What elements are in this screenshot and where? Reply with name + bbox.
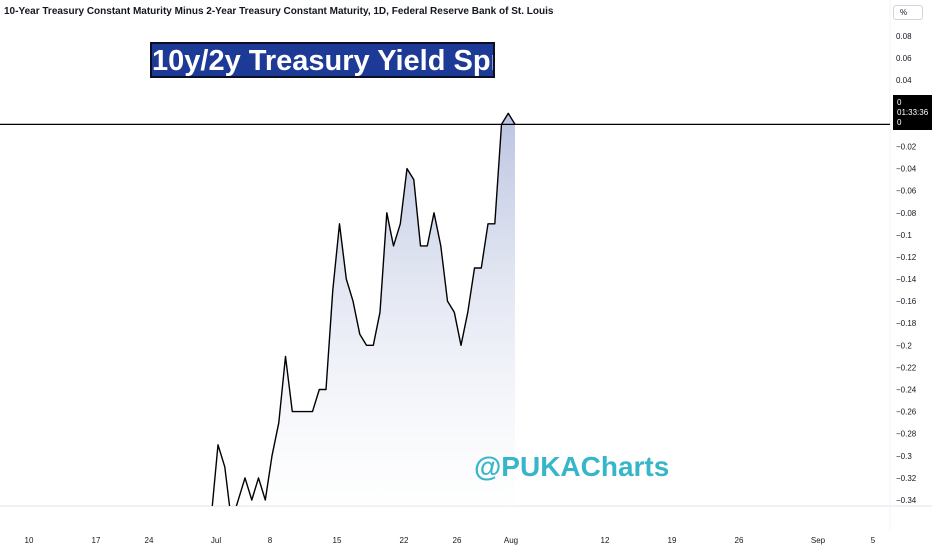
x-tick-label: 17 (92, 536, 101, 545)
data-point (243, 476, 247, 480)
data-point (439, 244, 443, 248)
data-point (317, 388, 321, 392)
watermark-text: @PUKACharts (474, 451, 670, 482)
x-tick-label: Sep (811, 536, 826, 545)
overlay-title-box: 10y/2y Treasury Yield Spread (147, 39, 498, 81)
data-point (398, 222, 402, 226)
current-value-label: 0 01:33:36 0 (893, 95, 932, 130)
current-value-repeat: 0 (897, 118, 902, 127)
data-point (344, 277, 348, 281)
y-tick-label: −0.12 (896, 253, 917, 262)
data-point (459, 343, 463, 347)
data-point (257, 476, 261, 480)
data-point (385, 211, 389, 215)
chart-header-title: 10-Year Treasury Constant Maturity Minus… (4, 6, 554, 17)
data-point (493, 222, 497, 226)
data-point (378, 310, 382, 314)
data-point (432, 211, 436, 215)
data-point (216, 443, 220, 447)
data-point (425, 244, 429, 248)
data-point (297, 410, 301, 414)
x-tick-label: 24 (145, 536, 154, 545)
x-tick-label: Jul (211, 536, 221, 545)
y-tick-label: −0.18 (896, 319, 917, 328)
x-tick-label: 5 (871, 536, 876, 545)
data-point (405, 167, 409, 171)
data-point (284, 354, 288, 358)
data-point (392, 244, 396, 248)
current-value: 0 (897, 98, 902, 107)
data-point (277, 421, 281, 425)
data-point (466, 310, 470, 314)
data-point (371, 343, 375, 347)
y-tick-label: −0.28 (896, 430, 917, 439)
y-axis-ticks: 0.08 0.06 0.04 −0.02 −0.04 −0.06 −0.08 −0.1 −0.1… (896, 32, 917, 505)
data-point (446, 299, 450, 303)
data-point (419, 244, 423, 248)
data-point (351, 299, 355, 303)
data-point (358, 332, 362, 336)
y-tick-label: −0.04 (896, 165, 917, 174)
x-tick-label: 8 (268, 536, 273, 545)
data-point (473, 266, 477, 270)
data-point (250, 498, 254, 502)
data-point (209, 515, 213, 519)
x-tick-label: 22 (400, 536, 409, 545)
y-tick-label: −0.34 (896, 496, 917, 505)
overlay-title: 10y/2y Treasury Yield Spread (150, 42, 495, 78)
y-tick-label: −0.22 (896, 363, 917, 372)
data-point (223, 465, 227, 469)
data-point (331, 288, 335, 292)
y-tick-label: −0.08 (896, 209, 917, 218)
x-tick-label: 12 (601, 536, 610, 545)
data-point (304, 410, 308, 414)
y-tick-label: −0.3 (896, 452, 912, 461)
y-tick-label: −0.24 (896, 386, 917, 395)
x-tick-label: 10 (25, 536, 34, 545)
y-tick-label: 0.06 (896, 54, 912, 63)
y-tick-label: −0.1 (896, 231, 912, 240)
y-tick-label: −0.14 (896, 275, 917, 284)
data-point (311, 410, 315, 414)
data-point (479, 266, 483, 270)
data-point (290, 410, 294, 414)
series-line (211, 112, 516, 506)
data-point (506, 111, 510, 115)
data-point (230, 520, 234, 524)
data-point (338, 222, 342, 226)
y-tick-label: 0.08 (896, 32, 912, 41)
y-tick-label: 0.04 (896, 76, 912, 85)
y-tick-label: −0.26 (896, 408, 917, 417)
data-point (263, 498, 267, 502)
countdown-timer: 01:33:36 (897, 108, 929, 117)
data-point (324, 388, 328, 392)
x-tick-label: 15 (333, 536, 342, 545)
x-tick-label: 26 (453, 536, 462, 545)
area-fill (211, 113, 515, 506)
price-scale-unit-button[interactable]: % (893, 5, 923, 20)
data-point (513, 122, 517, 126)
y-tick-label: −0.2 (896, 341, 912, 350)
y-tick-label: −0.06 (896, 187, 917, 196)
y-tick-label: −0.32 (896, 474, 917, 483)
x-axis-ticks: 10 17 24 Jul 8 15 22 26 Aug 12 19 26 Sep 5 (25, 536, 876, 545)
data-point (412, 178, 416, 182)
y-tick-label: −0.16 (896, 297, 917, 306)
y-tick-label: −0.02 (896, 142, 917, 151)
data-point (365, 343, 369, 347)
data-point (452, 310, 456, 314)
x-tick-label: Aug (504, 536, 518, 545)
x-tick-label: 19 (668, 536, 677, 545)
x-tick-label: 26 (735, 536, 744, 545)
data-point (486, 222, 490, 226)
data-point (270, 454, 274, 458)
data-point (500, 122, 504, 126)
